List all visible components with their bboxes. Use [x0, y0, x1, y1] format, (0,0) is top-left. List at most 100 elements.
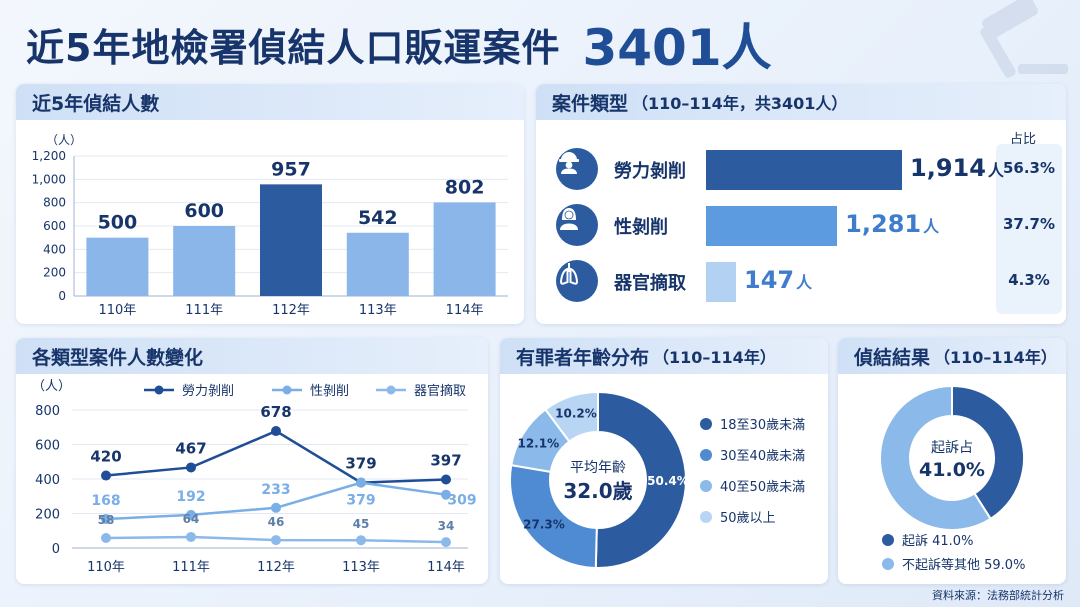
gavel-icon: [980, 0, 1068, 78]
type-share: 56.3%: [1002, 159, 1056, 177]
point-器官摘取: [441, 537, 451, 548]
bar-110年: [86, 237, 149, 296]
y-tick-label: 400: [35, 473, 60, 488]
result-panel-header: 偵結結果 （110–114年）: [838, 338, 1066, 374]
age-panel: 有罪者年齡分布 （110–114年） 50.4% 27.3% 12.1% 10.2% 平…: [500, 338, 828, 584]
point-label-性剝削: 309: [447, 493, 476, 509]
age-legend-label: 30至40歲未滿: [720, 448, 805, 464]
point-器官摘取: [356, 535, 366, 546]
type-row-1: 性剝削 1,281 人 37.7%: [536, 204, 1066, 246]
trend-panel-header: 各類型案件人數變化: [16, 338, 488, 374]
result-center-label: 起訴占: [931, 440, 973, 456]
result-panel-subtitle: （110–114年）: [934, 348, 1057, 367]
point-性剝削: [356, 477, 366, 488]
result-slice-1: [879, 384, 992, 531]
bar-114年: [433, 202, 496, 296]
point-label-器官摘取: 46: [268, 515, 285, 529]
yearly-panel-header: 近5年偵結人數: [16, 84, 524, 120]
type-bar: [706, 262, 736, 302]
type-share: 37.7%: [1002, 215, 1056, 233]
age-panel-header: 有罪者年齡分布 （110–114年）: [500, 338, 828, 374]
type-label: 性剝削: [614, 217, 668, 238]
point-label-性剝削: 233: [261, 482, 290, 498]
legend-label: 性剝削: [310, 384, 349, 399]
types-panel: 案件類型 （110–114年，共3401人） 占比 勞力剝削 1,914 人 56.3…: [536, 84, 1066, 324]
page-title: 近5年地檢署偵結人口販運案件: [26, 25, 561, 70]
legend-marker: [154, 385, 164, 395]
woman-icon: [556, 204, 598, 246]
legend-label: 勞力剝削: [182, 384, 234, 399]
result-legend-dot: [882, 558, 894, 570]
age-legend-label: 50歲以上: [720, 511, 776, 526]
result-donut-chart: 起訴占 41.0% 起訴 41.0% 不起訴等其他 59.0%: [879, 384, 1025, 573]
point-label-性剝削: 168: [91, 493, 120, 509]
point-器官摘取: [271, 535, 281, 546]
trend-panel: 各類型案件人數變化 （人） 0 200 400 600 800 110年 111年 112年 11…: [16, 338, 488, 584]
yearly-bar-chart: （人） 0 200 400 600 800 1,000 1,200 500 110年 600 111年…: [32, 133, 508, 318]
total-count: 3401人: [582, 19, 772, 77]
worker-icon: [556, 148, 598, 190]
point-器官摘取: [101, 532, 111, 543]
legend-marker: [386, 385, 396, 395]
age-slice-1: [509, 463, 598, 569]
y-tick-label: 0: [52, 542, 60, 557]
bar-data-label: 802: [445, 176, 485, 198]
point-label-性剝削: 192: [176, 489, 205, 505]
point-勞力剝削: [441, 474, 451, 485]
y-tick-label: 1,000: [32, 172, 66, 186]
result-legend-label: 不起訴等其他 59.0%: [902, 557, 1025, 573]
x-tick-label: 110年: [87, 560, 125, 575]
point-器官摘取: [186, 531, 196, 542]
type-row-2: 器官摘取 147 人 4.3%: [536, 260, 1066, 302]
point-label-勞力剝削: 397: [430, 452, 461, 470]
age-slice-label: 12.1%: [517, 436, 559, 450]
point-label-器官摘取: 45: [353, 517, 370, 531]
yearly-panel-title: 近5年偵結人數: [32, 92, 160, 115]
result-center: [911, 417, 993, 499]
legend-marker: [282, 385, 292, 395]
point-勞力剝削: [101, 470, 111, 481]
point-勞力剝削: [271, 426, 281, 437]
type-bar: [706, 150, 902, 190]
age-slice-label: 10.2%: [555, 407, 597, 421]
x-tick-label: 113年: [359, 303, 397, 318]
y-axis-label: （人）: [46, 133, 82, 147]
age-donut-chart: 50.4% 27.3% 12.1% 10.2% 平均年齡 32.0歲 18至30歲未滿 30至…: [509, 390, 805, 569]
y-tick-label: 800: [35, 404, 60, 419]
age-panel-subtitle: （110–114年）: [653, 348, 776, 367]
source-note: 資料來源：法務部統計分析: [932, 589, 1064, 602]
point-label-性剝削: 379: [346, 493, 375, 509]
result-legend-dot: [882, 534, 894, 546]
age-center-value: 32.0歲: [563, 479, 632, 503]
point-label-勞力剝削: 678: [260, 403, 291, 421]
point-label-勞力剝削: 467: [175, 439, 206, 457]
type-share: 4.3%: [1008, 271, 1050, 289]
result-legend-label: 起訴 41.0%: [902, 533, 973, 549]
point-勞力剝削: [186, 462, 196, 473]
type-label: 器官摘取: [614, 273, 686, 294]
age-panel-title: 有罪者年齡分布: [516, 346, 650, 369]
bar-data-label: 600: [184, 200, 224, 222]
bar-data-label: 542: [358, 207, 398, 229]
series-line-勞力剝削: [105, 429, 447, 484]
age-legend-dot: [700, 418, 712, 430]
y-tick-label: 0: [58, 289, 66, 303]
type-value: 147 人: [744, 266, 812, 294]
title-row: 近5年地檢署偵結人口販運案件 3401人: [26, 12, 772, 77]
lungs-icon: [556, 260, 598, 302]
point-label-器官摘取: 64: [183, 512, 200, 526]
trend-line-chart: （人） 0 200 400 600 800 110年 111年 112年 113年 114年 勞力剝削…: [32, 379, 477, 575]
bar-112年: [260, 184, 322, 296]
type-value-number: 1,281: [845, 210, 922, 238]
y-tick-label: 200: [35, 508, 60, 523]
bar-data-label: 500: [98, 212, 138, 234]
result-center-value: 41.0%: [919, 459, 985, 481]
y-axis-label: （人）: [32, 379, 71, 394]
types-panel-title: 案件類型: [552, 92, 629, 115]
type-value: 1,281 人: [845, 210, 939, 238]
point-性剝削: [186, 509, 196, 520]
x-tick-label: 111年: [185, 303, 223, 318]
result-slice-0: [951, 384, 1025, 521]
legend-item-0: 勞力剝削: [144, 384, 234, 399]
age-slice-label: 50.4%: [647, 474, 689, 488]
